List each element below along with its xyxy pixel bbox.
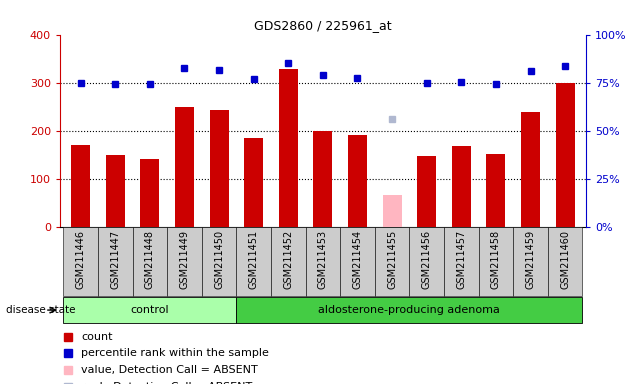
Bar — [236, 297, 583, 323]
Bar — [382, 195, 401, 227]
Text: GSM211452: GSM211452 — [284, 230, 294, 289]
Bar — [521, 113, 540, 227]
Bar — [548, 227, 583, 296]
Bar — [417, 156, 436, 227]
Text: GSM211459: GSM211459 — [525, 230, 536, 289]
Bar — [375, 227, 410, 296]
Bar — [410, 227, 444, 296]
Text: value, Detection Call = ABSENT: value, Detection Call = ABSENT — [81, 365, 258, 375]
Text: percentile rank within the sample: percentile rank within the sample — [81, 348, 269, 358]
Title: GDS2860 / 225961_at: GDS2860 / 225961_at — [254, 19, 392, 32]
Text: GSM211449: GSM211449 — [180, 230, 190, 289]
Bar — [167, 227, 202, 296]
Text: GSM211454: GSM211454 — [352, 230, 362, 289]
Text: GSM211457: GSM211457 — [456, 230, 466, 289]
Text: GSM211447: GSM211447 — [110, 230, 120, 289]
Text: GSM211458: GSM211458 — [491, 230, 501, 289]
Text: rank, Detection Call = ABSENT: rank, Detection Call = ABSENT — [81, 382, 252, 384]
Bar — [444, 227, 479, 296]
Bar — [452, 146, 471, 227]
Bar — [63, 297, 236, 323]
Bar — [556, 83, 575, 227]
Text: GSM211455: GSM211455 — [387, 230, 397, 289]
Text: GSM211456: GSM211456 — [421, 230, 432, 289]
Bar — [140, 159, 159, 227]
Text: GSM211446: GSM211446 — [76, 230, 86, 289]
Text: disease state: disease state — [6, 305, 76, 315]
Bar — [71, 145, 90, 227]
Bar — [278, 69, 298, 227]
Bar — [340, 227, 375, 296]
Bar — [271, 227, 306, 296]
Bar — [236, 227, 271, 296]
Bar — [486, 154, 505, 227]
Bar — [348, 136, 367, 227]
Bar — [513, 227, 548, 296]
Text: GSM211450: GSM211450 — [214, 230, 224, 289]
Text: GSM211448: GSM211448 — [145, 230, 155, 289]
Bar — [244, 138, 263, 227]
Text: control: control — [130, 305, 169, 314]
Bar — [132, 227, 167, 296]
Bar — [479, 227, 513, 296]
Bar — [98, 227, 132, 296]
Text: GSM211460: GSM211460 — [560, 230, 570, 289]
Bar — [202, 227, 236, 296]
Bar — [106, 155, 125, 227]
Bar — [175, 107, 194, 227]
Bar — [313, 131, 333, 227]
Bar — [63, 227, 98, 296]
Text: aldosterone-producing adenoma: aldosterone-producing adenoma — [318, 305, 500, 314]
Text: count: count — [81, 331, 112, 342]
Text: GSM211451: GSM211451 — [249, 230, 259, 289]
Bar — [306, 227, 340, 296]
Bar — [210, 111, 229, 227]
Text: GSM211453: GSM211453 — [318, 230, 328, 289]
